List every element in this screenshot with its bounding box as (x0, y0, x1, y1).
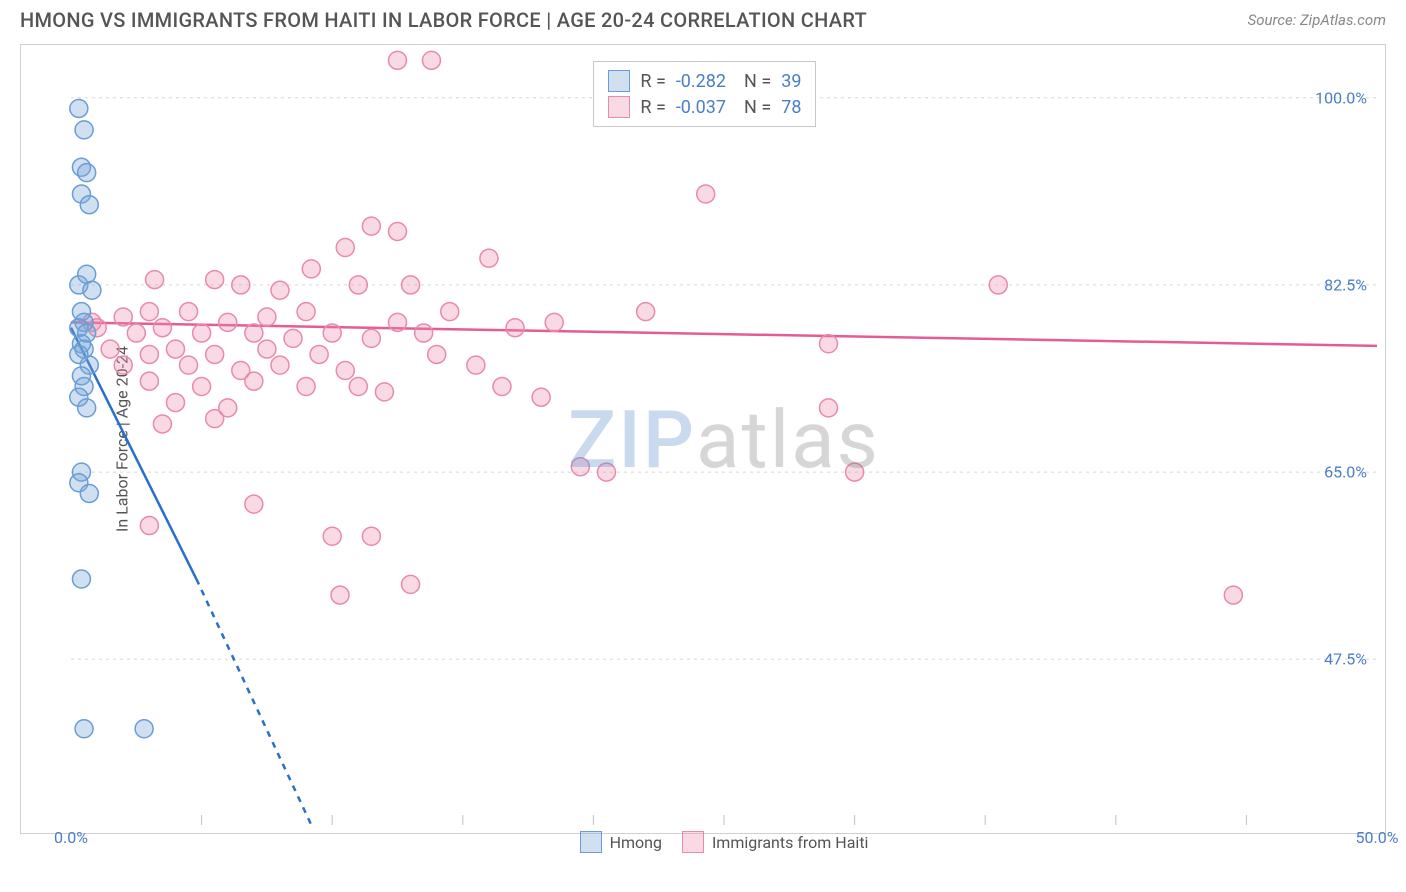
x-tick-label: 50.0% (1356, 828, 1399, 847)
y-tick-label: 82.5% (1324, 275, 1367, 294)
r-label: R = (640, 97, 665, 118)
legend-row-hmong: R = -0.282 N = 39 (608, 68, 801, 94)
chart-title: HMONG VS IMMIGRANTS FROM HAITI IN LABOR … (20, 8, 867, 32)
n-value-hmong: 39 (781, 71, 801, 92)
chart-svg (71, 55, 1377, 825)
n-value-haiti: 78 (781, 97, 801, 118)
swatch-hmong-bottom (580, 831, 602, 853)
y-tick-label: 65.0% (1324, 463, 1367, 482)
legend-item-hmong: Hmong (580, 831, 662, 853)
n-label: N = (744, 97, 771, 118)
y-tick-label: 47.5% (1324, 650, 1367, 669)
swatch-haiti (608, 96, 630, 118)
plot-area: ZIPatlas R = -0.282 N = 39 R = -0.037 N … (71, 55, 1377, 825)
x-tick-label: 0.0% (54, 828, 88, 847)
correlation-legend: R = -0.282 N = 39 R = -0.037 N = 78 (593, 61, 816, 127)
r-value-hmong: -0.282 (676, 71, 726, 92)
n-label: N = (744, 71, 771, 92)
r-label: R = (640, 71, 665, 92)
bottom-legend: Hmong Immigrants from Haiti (71, 831, 1377, 853)
legend-row-haiti: R = -0.037 N = 78 (608, 94, 801, 120)
legend-label-haiti: Immigrants from Haiti (712, 833, 868, 852)
swatch-hmong (608, 70, 630, 92)
legend-label-hmong: Hmong (610, 833, 662, 852)
legend-item-haiti: Immigrants from Haiti (682, 831, 868, 853)
swatch-haiti-bottom (682, 831, 704, 853)
r-value-haiti: -0.037 (676, 97, 726, 118)
y-tick-label: 100.0% (1315, 88, 1367, 107)
source-label: Source: ZipAtlas.com (1248, 11, 1386, 29)
chart-container: In Labor Force | Age 20-24 ZIPatlas R = … (20, 44, 1386, 834)
